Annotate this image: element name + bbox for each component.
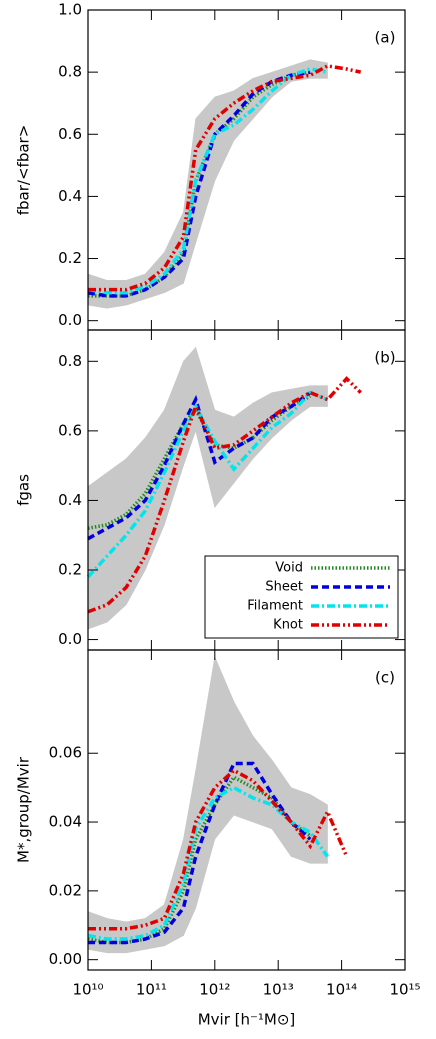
y-tick-label: 0.0 [58, 311, 82, 329]
scatter-band [309, 793, 328, 864]
panel-label: (a) [375, 29, 396, 47]
plot-frame [87, 649, 406, 971]
y-tick-label: 0.0 [58, 630, 82, 648]
series-line [88, 768, 349, 931]
scatter-band [214, 656, 235, 841]
x-tick-label: 10¹⁵ [389, 981, 420, 999]
y-axis-label: M*,group/Mvir [15, 756, 33, 863]
scatter-band [106, 918, 127, 954]
legend-label: Void [275, 561, 303, 576]
y-tick-label: 0.8 [58, 352, 82, 370]
series-line [87, 67, 328, 295]
x-tick-label: 10¹² [199, 981, 230, 999]
series-line [87, 376, 362, 614]
series-line [87, 70, 311, 298]
y-tick-label: 0.06 [49, 744, 82, 762]
x-axis-label: Mvir [h⁻¹M⊙] [198, 1011, 296, 1029]
series-line [88, 761, 312, 945]
x-tick-label: 10¹¹ [136, 981, 167, 999]
y-axis-label: fgas [15, 474, 33, 506]
y-tick-label: 0.00 [49, 950, 82, 968]
series-line [88, 70, 311, 298]
x-tick-label: 10¹⁰ [72, 981, 103, 999]
legend-label: Knot [273, 618, 303, 633]
legend-label: Sheet [265, 580, 303, 595]
panel-label: (b) [374, 349, 395, 367]
series-line [87, 394, 312, 530]
scatter-band [87, 911, 108, 954]
y-tick-label: 0.6 [58, 421, 82, 439]
scatter-band [214, 90, 235, 182]
y-tick-label: 1.0 [58, 1, 82, 19]
y-tick-label: 0.4 [58, 187, 82, 205]
legend-label: Filament [247, 599, 303, 614]
series-line [86, 390, 329, 579]
x-tick-label: 10¹³ [263, 981, 294, 999]
scatter-band [309, 385, 328, 407]
scatter-band [214, 409, 235, 509]
panel-label: (c) [375, 669, 395, 687]
y-tick-label: 0.8 [58, 63, 82, 81]
series-line [88, 64, 362, 292]
y-tick-label: 0.6 [58, 125, 82, 143]
y-tick-label: 0.02 [49, 881, 82, 899]
y-tick-label: 0.2 [58, 561, 82, 579]
series-line [87, 775, 312, 945]
scatter-band [195, 656, 216, 909]
y-tick-label: 0.2 [58, 249, 82, 267]
y-axis-label: fbar/<fbar> [15, 125, 33, 216]
y-tick-label: 0.4 [58, 491, 82, 509]
scatter-band [183, 346, 197, 466]
scatter-band [233, 402, 254, 484]
x-tick-label: 10¹⁴ [326, 981, 357, 999]
series-line [87, 785, 329, 941]
y-tick-label: 0.04 [49, 813, 82, 831]
